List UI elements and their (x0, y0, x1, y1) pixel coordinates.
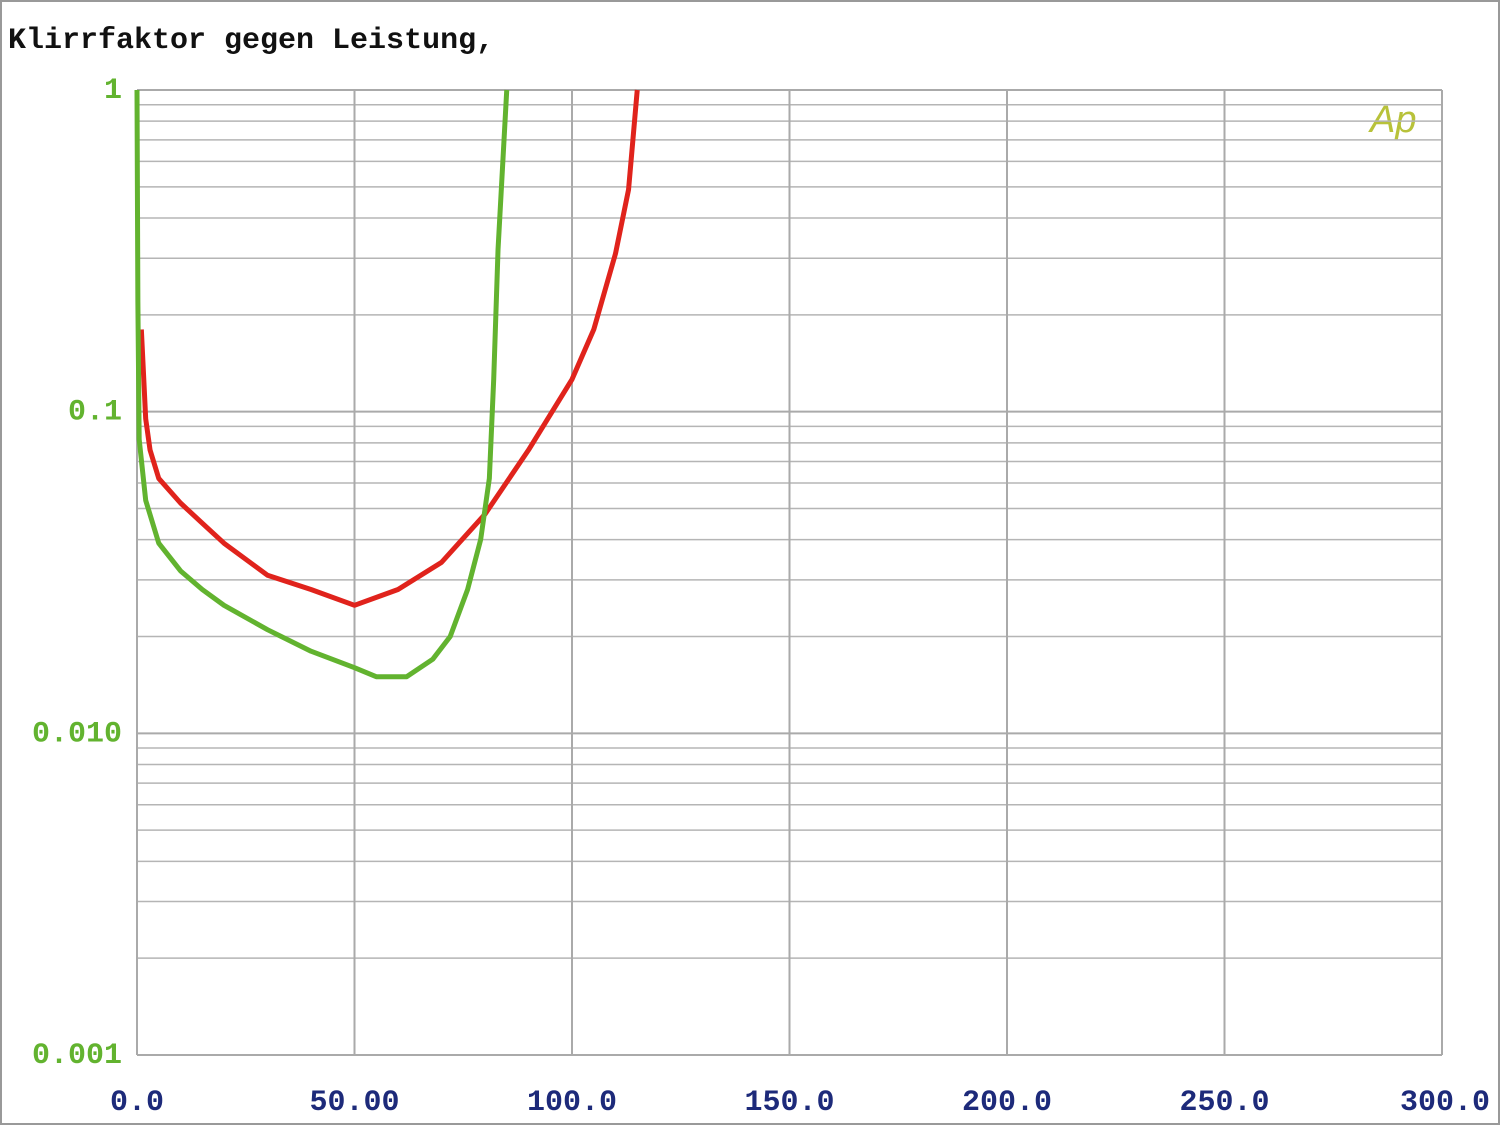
x-tick-label: 0.0 (110, 1086, 164, 1120)
x-tick-label: 100.0 (527, 1086, 617, 1120)
y-tick-label: 0.010 (32, 717, 122, 751)
x-tick-label: 250.0 (1179, 1086, 1269, 1120)
series-line (134, 89, 510, 680)
x-tick-label: 50.00 (309, 1086, 399, 1120)
series-line (138, 89, 640, 608)
y-tick-label: 0.001 (32, 1039, 122, 1073)
chart-title: Klirrfaktor gegen Leistung, (8, 24, 494, 58)
y-tick-label: 1 (104, 74, 122, 108)
x-tick-label: 150.0 (744, 1086, 834, 1120)
logo: Ap (1368, 99, 1416, 141)
x-tick-label: 300.0 (1400, 1086, 1490, 1120)
x-tick-label: 200.0 (962, 1086, 1052, 1120)
y-tick-label: 0.1 (68, 396, 122, 430)
